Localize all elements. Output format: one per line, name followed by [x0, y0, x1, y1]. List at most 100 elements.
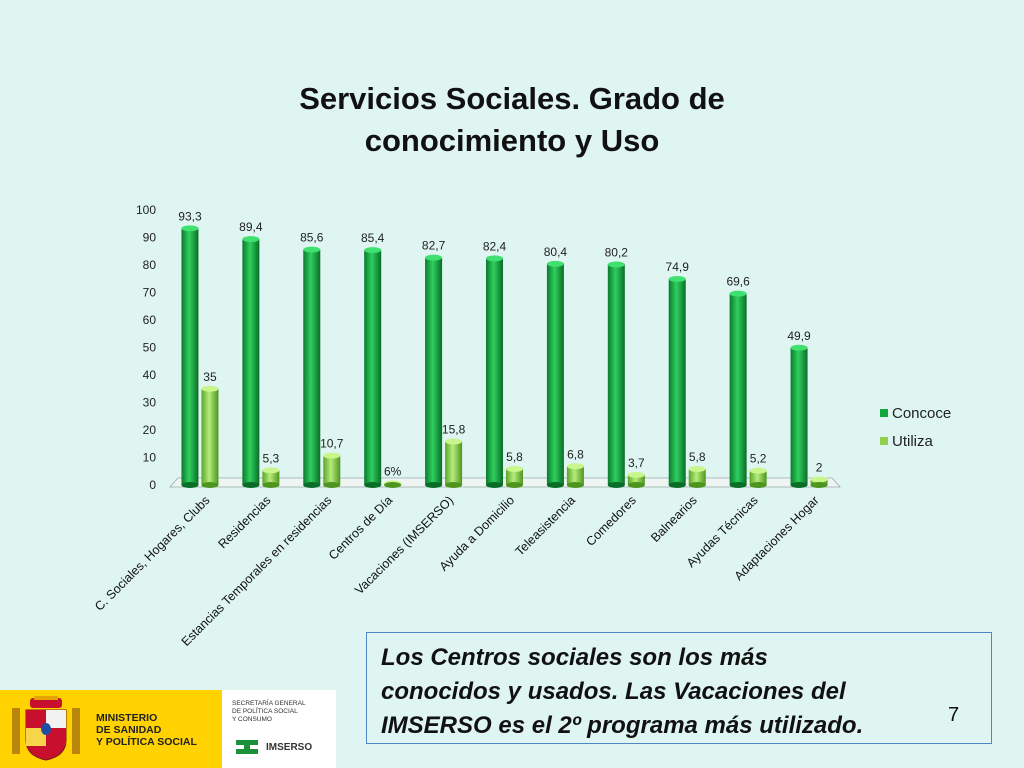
- secretaria-line2: DE POLÍTICA SOCIAL: [232, 708, 298, 715]
- legend-swatch: [880, 409, 888, 417]
- secretaria-line1: SECRETARÍA GENERAL: [232, 700, 306, 707]
- data-label: 80,4: [544, 245, 568, 259]
- data-label: 3,7: [628, 456, 645, 470]
- bar-cap: [201, 385, 219, 392]
- bar-concoce: [668, 279, 686, 485]
- bar-cap: [607, 261, 625, 268]
- callout-line2: conocidos y usados. Las Vacaciones del: [381, 678, 846, 705]
- data-label: 5,8: [689, 450, 706, 464]
- data-label: 74,9: [666, 260, 690, 274]
- bar-base: [201, 482, 219, 488]
- data-label: 15,8: [442, 423, 466, 437]
- bar-base: [546, 482, 564, 488]
- secretaria-logo: SECRETARÍA GENERAL DE POLÍTICA SOCIAL Y …: [222, 690, 336, 768]
- bar-concoce: [486, 258, 503, 485]
- bar-base: [303, 482, 321, 488]
- bar-base: [506, 482, 523, 488]
- bar-base: [323, 482, 341, 488]
- bar-cap: [486, 255, 503, 262]
- bar-utiliza: [688, 469, 706, 485]
- category-label: Centros de Día: [326, 493, 395, 562]
- bar-cap: [445, 438, 463, 445]
- imserso-label: IMSERSO: [266, 742, 313, 753]
- bar-base: [364, 482, 382, 488]
- bar-cap: [506, 466, 523, 473]
- bar-concoce: [242, 239, 260, 485]
- data-label: 82,7: [422, 239, 446, 253]
- y-tick-label: 20: [143, 423, 157, 437]
- bar-utiliza: [201, 388, 219, 485]
- bar-cap: [566, 463, 584, 470]
- chart-title-line2: conocimiento y Uso: [364, 123, 660, 158]
- ministry-line1: MINISTERIO: [96, 712, 158, 724]
- bar-base: [445, 482, 463, 488]
- data-label: 82,4: [483, 239, 507, 253]
- category-label: Balnearios: [648, 493, 700, 545]
- bar-cap: [242, 236, 260, 243]
- data-label: 5,8: [506, 450, 523, 464]
- ministry-logo: MINISTERIO DE SANIDAD Y POLÍTICA SOCIAL: [0, 690, 222, 768]
- bar-base: [242, 482, 260, 488]
- data-label: 93,3: [178, 209, 202, 223]
- data-label: 85,4: [361, 231, 385, 245]
- bar-utiliza: [627, 474, 645, 485]
- bar-base: [810, 482, 828, 488]
- bar-base: [668, 482, 686, 488]
- y-tick-label: 60: [143, 313, 157, 327]
- secretaria-line3: Y CONSUMO: [232, 716, 272, 723]
- category-label: Comedores: [583, 493, 639, 549]
- y-tick-label: 100: [136, 203, 156, 217]
- bar-cap: [668, 276, 686, 283]
- bar-concoce: [546, 263, 564, 485]
- ministry-name: MINISTERIO DE SANIDAD Y POLÍTICA SOCIAL: [96, 712, 197, 748]
- data-label: 85,6: [300, 231, 324, 245]
- bar-cap: [810, 476, 828, 483]
- callout-line3: IMSERSO es el 2º programa más utilizado.: [381, 712, 864, 739]
- legend-label: Utiliza: [892, 433, 933, 450]
- bar-chart: 0 10 20 30 40 50 60 70 80 90 100 93,3 35 C. Sociales,…: [92, 203, 951, 649]
- bar-base: [729, 482, 747, 488]
- bar-cap: [688, 466, 706, 473]
- y-tick-label: 70: [143, 286, 157, 300]
- bar-base: [607, 482, 625, 488]
- category-label: Vacaciones (IMSERSO): [352, 493, 456, 597]
- data-label: 6,8: [567, 447, 584, 461]
- bar-cap: [303, 246, 321, 253]
- slide-number: 7: [948, 704, 960, 726]
- bar-cap: [425, 254, 443, 261]
- bar-base: [627, 482, 645, 488]
- y-tick-label: 10: [143, 451, 157, 465]
- data-label: 6%: [384, 464, 402, 478]
- bar-base: [790, 482, 808, 488]
- bar-cap: [546, 260, 564, 267]
- data-label: 89,4: [239, 220, 263, 234]
- data-label: 49,9: [787, 329, 811, 343]
- bar-concoce: [181, 228, 199, 486]
- bar-concoce: [425, 257, 443, 485]
- data-label: 5,3: [263, 451, 280, 465]
- data-label: 2: [816, 461, 823, 475]
- bar-utiliza: [445, 441, 463, 485]
- bar-base: [566, 482, 584, 488]
- bar-cap: [627, 471, 645, 478]
- legend-swatch: [880, 437, 888, 445]
- category-label: Teleasistencia: [513, 493, 578, 558]
- summary-callout: Los Centros sociales son los más conocid…: [366, 632, 992, 744]
- bar-cap: [729, 290, 747, 297]
- category-label: C. Sociales, Hogares, Clubs: [92, 493, 212, 613]
- data-label: 69,6: [726, 275, 750, 289]
- bar-concoce: [607, 264, 625, 485]
- bar-utiliza: [566, 466, 584, 485]
- y-tick-label: 50: [143, 341, 157, 355]
- bar-base: [384, 482, 402, 488]
- secretaria-name: SECRETARÍA GENERAL DE POLÍTICA SOCIAL Y …: [232, 700, 306, 724]
- bar-concoce: [729, 293, 747, 485]
- bar-cap: [262, 467, 280, 474]
- data-label: 80,2: [605, 245, 629, 259]
- coat-of-arms-icon: [12, 696, 80, 761]
- data-label: 10,7: [320, 437, 344, 451]
- y-tick-label: 30: [143, 396, 157, 410]
- bar-concoce: [364, 250, 382, 485]
- bar-base: [486, 482, 503, 488]
- y-tick-label: 40: [143, 368, 157, 382]
